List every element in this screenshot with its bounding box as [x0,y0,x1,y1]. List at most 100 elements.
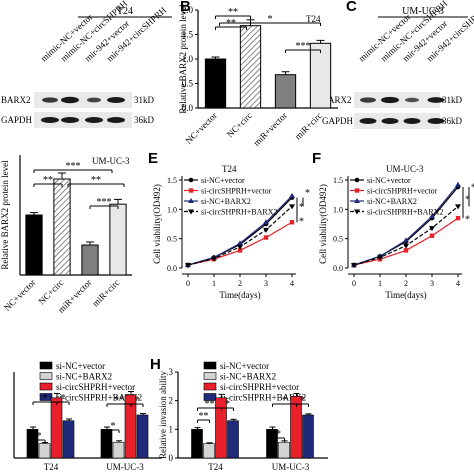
chart-f-y-tick-label: 1.0 [333,205,343,214]
chart-e-y-tick-label: 1.5 [167,176,177,185]
chart-h-legend-swatch [203,372,217,380]
chart-e-x-tick-label: 0 [186,279,190,288]
blot-t24-band-strip [34,92,132,108]
chart-f-point [403,237,409,243]
chart-b-bar [309,42,332,109]
chart-h-sig-label: ** [199,411,209,422]
chart-g-legend-label: si-circSHPRH+BARX2 [56,393,142,403]
chart-e-y-tick-label: 0.0 [167,264,177,273]
chart-e-sig-label: * [305,188,310,199]
chart-h-legend-swatch [203,361,217,370]
chart-b-y-tick-label: 0.5 [182,79,194,89]
chart-e-legend-marker [188,198,194,203]
chart-g-sig-label: * [111,421,116,432]
blot-umuc3-band [381,118,399,124]
chart-b-y-label: Relative BARX2 protein level [178,4,188,114]
chart-e-legend-label: si-NC+vector [201,176,245,185]
blot-umuc3-band [403,118,421,124]
chart-f-legend-marker [354,209,360,215]
chart-d-x-tick-label: NC+vector [2,277,37,312]
chart-e-y-tick-label: 0.5 [167,235,177,244]
chart-f-x-label: Time(days) [385,290,426,300]
chart-e-y-label: Cell viability(OD492) [152,184,162,264]
blot-umuc3-row-name: BARX2 [322,95,352,105]
chart-g-sig-label: * [37,431,42,442]
chart-e-point [263,227,269,233]
chart-f-point [377,255,383,261]
chart-g-bar [100,429,113,459]
blot-t24-band-strip [34,112,132,128]
blot-umuc3-band [360,97,376,103]
chart-e-legend-marker [188,177,194,183]
chart-g-legend-label: si-circSHPRH+vector [56,382,135,392]
panel-letter-b: B [180,0,191,15]
chart-e-x-tick-label: 2 [238,279,242,288]
chart-h-bar [203,443,215,459]
chart-b-bar [204,58,227,109]
chart-h-x-tick-label: UM-UC-3 [272,462,310,472]
blot-t24-band [61,117,79,123]
chart-d-sig-label: *** [66,161,81,172]
chart-e-point [237,248,243,253]
chart-h-legend-swatch [203,382,217,391]
blot-umuc3-cell-line: UM-UC-3 [402,6,444,17]
blot-umuc3-band [427,118,445,124]
blot-t24-row-name: BARX2 [1,95,31,105]
chart-g-legend-label: si-NC+vector [56,361,105,371]
chart-b-title: T24 [306,14,321,24]
chart-h-sig-label: * [225,399,230,410]
chart-h-bar [278,441,290,459]
chart-b-sig-label: * [268,14,273,25]
chart-b-sig-label: *** [296,41,311,52]
chart-g-bar [112,441,125,459]
chart-f-point [455,181,461,187]
chart-e-x-tick-label: 4 [290,279,294,288]
chart-d-sig-label: ** [91,175,101,186]
blot-t24-row-size: 31kD [134,95,155,105]
chart-f-y-tick-label: 1.5 [333,176,343,185]
blot-umuc3-band [405,97,419,103]
chart-b-y-tick-label: 1.5 [182,30,194,40]
chart-d-x-tick-label: miR+circ [90,277,121,308]
chart-e-point [237,244,243,250]
chart-h-bar [302,414,314,459]
chart-g-legend-swatch [39,382,53,391]
chart-h-sig-label: * [300,395,305,406]
chart-e-x-label: Time(days) [219,290,260,300]
chart-g-bar [62,420,75,459]
chart-f-legend-label: si-NC+vector [367,176,411,185]
chart-b-y-tick-label: 1.0 [182,54,194,64]
chart-b-y-tick-label: 2.0 [182,5,194,15]
chart-e-point [263,235,269,240]
chart-e-y-tick-label: 1.0 [167,205,177,214]
chart-e-title: T24 [222,164,237,174]
chart-g-legend-swatch [39,393,53,401]
blot-umuc3-band [427,97,445,103]
chart-e-x-tick-label: 3 [264,279,268,288]
chart-b-bar [274,74,297,109]
blot-t24-band [107,97,125,103]
chart-h-y-tick-label: 1 [169,424,174,434]
blot-umuc3-row-size: 36kD [442,116,463,126]
chart-f-legend-label: si-circSHPRH+vector [367,187,438,196]
chart-e-legend-marker [188,209,194,215]
blot-t24-band [41,117,59,123]
chart-f-legend-marker [354,198,360,203]
chart-f-sig-label: * [465,214,470,225]
chart-b-sig-label: ** [228,7,238,18]
chart-g-bar [136,414,149,459]
chart-h-legend-label: si-NC+vector [220,361,269,371]
chart-e-x-tick-label: 1 [212,279,216,288]
chart-h-legend-label: si-circSHPRH+BARX2 [220,393,306,403]
chart-b-bar [239,25,262,109]
chart-h-bar [227,420,239,459]
panel-letter-f: F [312,150,322,167]
chart-d-title: UM-UC-3 [92,156,130,166]
chart-g-sig-label: * [61,393,66,404]
chart-f-x-tick-label: 0 [352,279,356,288]
chart-e-point [263,219,269,225]
chart-h-bar [191,429,203,459]
chart-b-x-tick-label: miR+vector [251,110,289,148]
chart-e-point [289,220,295,225]
